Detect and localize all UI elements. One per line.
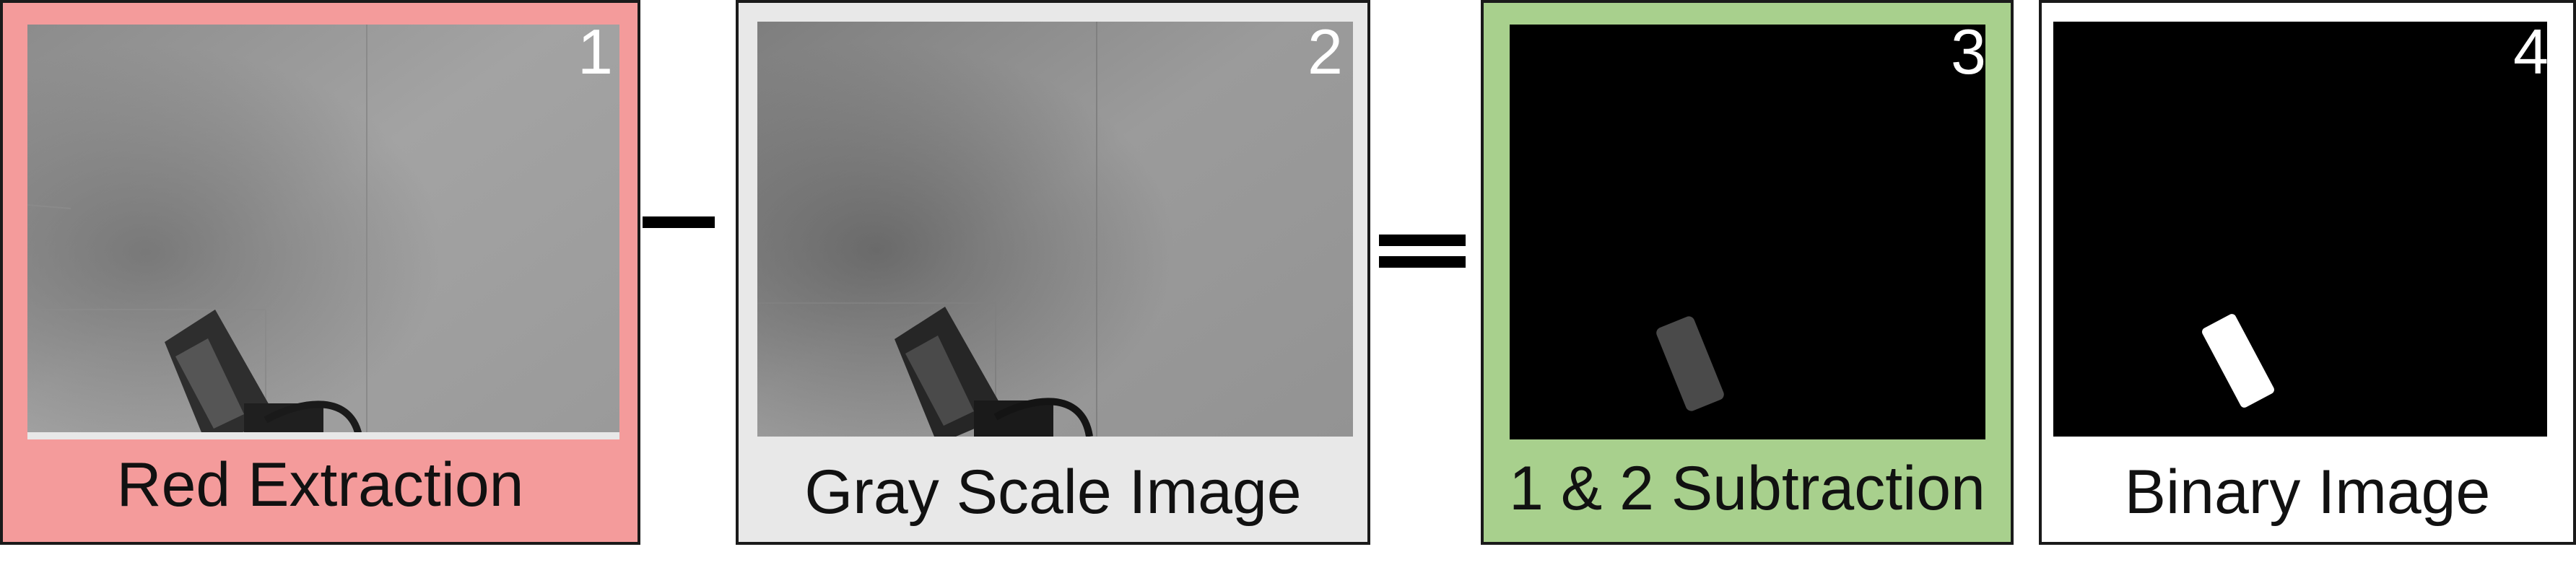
object-blob <box>1656 316 1724 411</box>
panel-number: 1 <box>578 16 613 87</box>
panel-gray-scale: 2 Gray Scale Image <box>736 0 1370 545</box>
panel-red-extraction: 1 Red Extraction <box>0 0 640 545</box>
equals-sign-bottom-bar <box>1379 256 1466 268</box>
panel-label: Gray Scale Image <box>804 457 1302 527</box>
panel-label: 1 & 2 Subtraction <box>1509 454 1985 523</box>
device-shape <box>895 307 1093 437</box>
minus-sign <box>643 216 715 228</box>
panel-number: 3 <box>1951 16 1986 87</box>
gray-scale-image <box>757 22 1353 437</box>
binary-image <box>2053 22 2547 437</box>
panel-label: Red Extraction <box>116 450 524 520</box>
panel-number: 4 <box>2513 16 2549 87</box>
object-blob <box>2202 314 2274 408</box>
subtraction-image <box>1510 25 1985 439</box>
panel-subtraction: 3 1 & 2 Subtraction <box>1481 0 2014 545</box>
equals-sign-top-bar <box>1379 235 1466 246</box>
panel-binary: 4 Binary Image <box>2039 0 2576 545</box>
red-extraction-image <box>27 25 619 439</box>
panel-number: 2 <box>1307 16 1343 87</box>
panel-label: Binary Image <box>2124 457 2491 527</box>
